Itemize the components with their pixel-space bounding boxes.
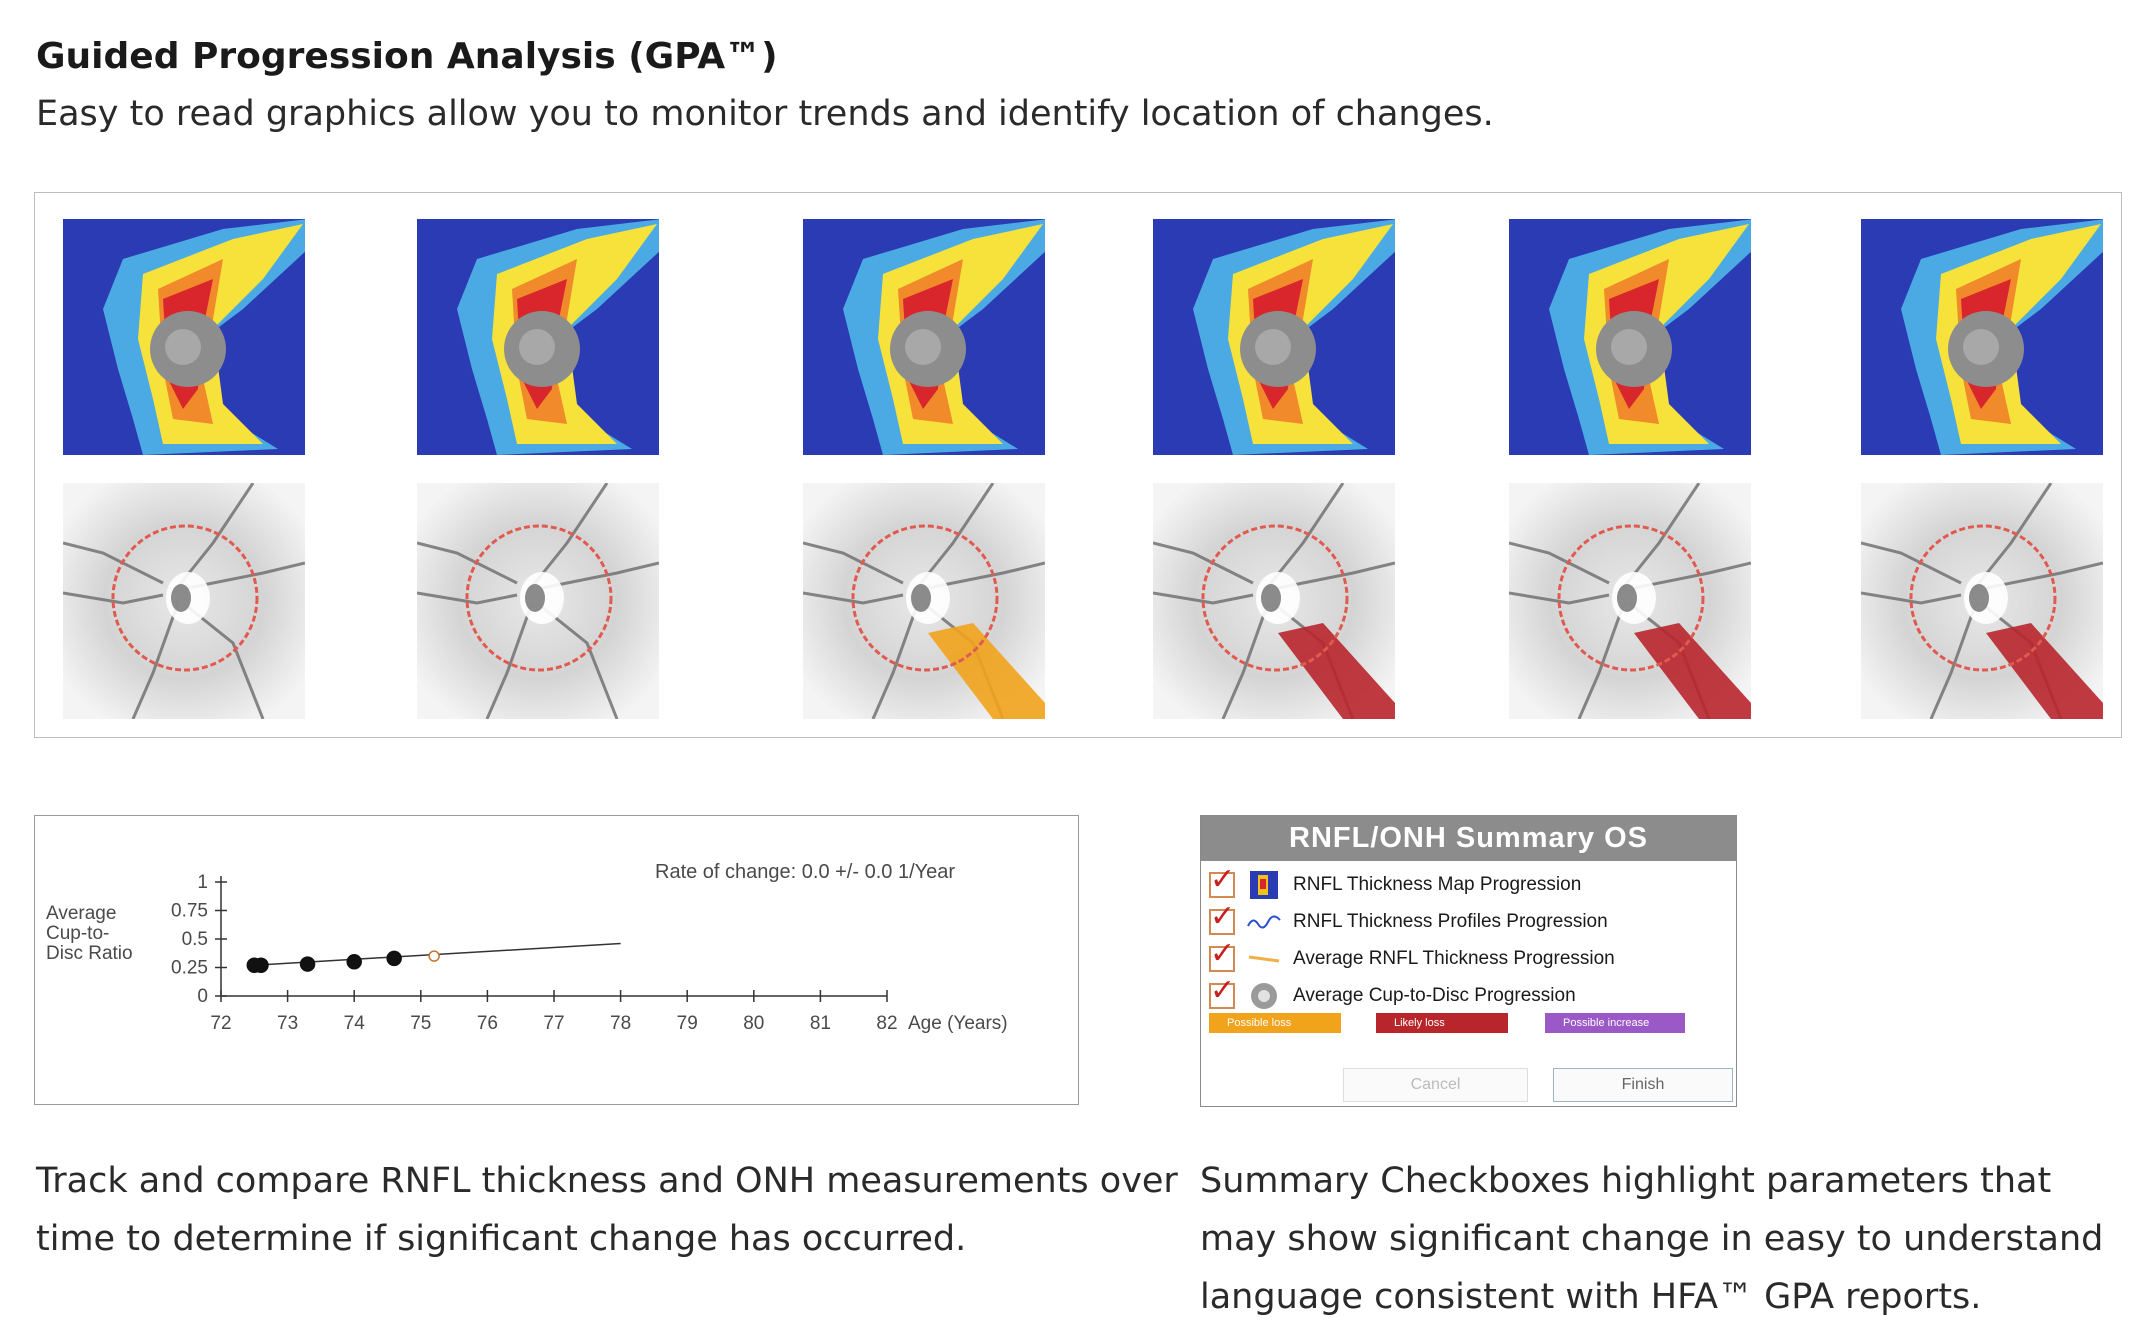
cancel-button[interactable]: Cancel <box>1343 1068 1528 1102</box>
summary-row-cup-to-disc: ✓ Average Cup-to-Disc Progression <box>1209 976 1576 1013</box>
chart-x-tick-label: 79 <box>677 1013 698 1034</box>
caption-left-line-2: time to determine if significant change … <box>36 1219 967 1259</box>
chart-point <box>253 957 269 973</box>
check-icon: ✓ <box>1210 936 1236 971</box>
cup-to-disc-trend-chart: Average Cup-to- Disc Ratio Rate of chang… <box>34 815 1079 1105</box>
chart-y-tick-label: 0.5 <box>182 929 208 950</box>
chart-ylabel-line-1: Average <box>46 903 116 924</box>
chart-xlabel: Age (Years) <box>908 1013 1008 1034</box>
fundus-image-3 <box>803 483 1045 719</box>
chart-svg: Average Cup-to- Disc Ratio Rate of chang… <box>46 861 1008 1034</box>
rnfl-thickness-map-2 <box>417 219 659 455</box>
summary-row-thickness-map: ✓ RNFL Thickness Map Progression <box>1209 865 1582 902</box>
checkbox-thickness-map[interactable]: ✓ <box>1209 865 1235 898</box>
caption-right-line-1: Summary Checkboxes highlight parameters … <box>1200 1161 2052 1201</box>
chart-x-tick-label: 72 <box>210 1013 231 1034</box>
fundus-image-1 <box>63 483 305 719</box>
chart-y-tick-label: 0.25 <box>171 958 208 979</box>
chart-point <box>299 956 316 972</box>
chart-x-tick-label: 73 <box>277 1013 298 1034</box>
checkbox-cup-to-disc[interactable]: ✓ <box>1209 976 1235 1009</box>
visit-image-gallery <box>34 192 2122 738</box>
caption-left: Track and compare RNFL thickness and ONH… <box>36 1152 1178 1268</box>
summary-label-cup-to-disc: Average Cup-to-Disc Progression <box>1293 985 1576 1006</box>
rnfl-thickness-map-5 <box>1509 219 1751 455</box>
check-icon: ✓ <box>1210 973 1236 1008</box>
summary-label-thickness-map: RNFL Thickness Map Progression <box>1293 874 1582 895</box>
fundus-image-4 <box>1153 483 1395 719</box>
summary-label-average-rnfl: Average RNFL Thickness Progression <box>1293 948 1615 969</box>
caption-left-line-1: Track and compare RNFL thickness and ONH… <box>36 1161 1178 1201</box>
chart-x-tick-label: 78 <box>610 1013 631 1034</box>
chart-x-tick-label: 75 <box>410 1013 431 1034</box>
checkbox-average-rnfl[interactable]: ✓ <box>1209 939 1235 972</box>
rnfl-thickness-map-1 <box>63 219 305 455</box>
disc-icon <box>1247 981 1281 1011</box>
chart-rate-annotation: Rate of change: 0.0 +/- 0.0 1/Year <box>655 861 955 883</box>
check-icon: ✓ <box>1210 899 1236 934</box>
trend-line-icon <box>1247 944 1281 974</box>
check-icon: ✓ <box>1210 862 1236 897</box>
thickness-map-icon <box>1247 870 1281 900</box>
rnfl-thickness-map-6 <box>1861 219 2103 455</box>
page-subheading: Easy to read graphics allow you to monit… <box>36 94 1494 134</box>
caption-right-line-3: language consistent with HFA™ GPA report… <box>1200 1277 1982 1317</box>
fundus-image-2 <box>417 483 659 719</box>
chart-point <box>346 954 362 970</box>
caption-right: Summary Checkboxes highlight parameters … <box>1200 1152 2103 1326</box>
page-heading: Guided Progression Analysis (GPA™) <box>36 36 778 77</box>
chart-ylabel-line-3: Disc Ratio <box>46 943 133 964</box>
chart-x-tick-label: 76 <box>477 1013 498 1034</box>
chart-y-tick-label: 0 <box>197 986 208 1007</box>
profile-wave-icon <box>1247 907 1281 937</box>
chart-x-tick-label: 82 <box>876 1013 897 1034</box>
legend-likely-loss: Likely loss <box>1376 1013 1508 1033</box>
summary-row-thickness-profiles: ✓ RNFL Thickness Profiles Progression <box>1209 902 1608 939</box>
legend-possible-loss: Possible loss <box>1209 1013 1341 1033</box>
rnfl-onh-summary-panel: RNFL/ONH Summary OS ✓ RNFL Thickness Map… <box>1200 815 1737 1107</box>
chart-point <box>386 950 402 967</box>
chart-x-tick-label: 74 <box>344 1013 366 1034</box>
chart-ylabel-line-2: Cup-to- <box>46 923 109 944</box>
legend-possible-increase: Possible increase <box>1545 1013 1685 1033</box>
chart-y-tick-label: 0.75 <box>171 901 208 922</box>
chart-x-tick-label: 81 <box>810 1013 831 1034</box>
caption-right-line-2: may show significant change in easy to u… <box>1200 1219 2104 1259</box>
chart-x-tick-label: 77 <box>543 1013 564 1034</box>
rnfl-thickness-map-3 <box>803 219 1045 455</box>
summary-label-thickness-profiles: RNFL Thickness Profiles Progression <box>1293 911 1608 932</box>
summary-title: RNFL/ONH Summary OS <box>1201 816 1736 861</box>
checkbox-thickness-profiles[interactable]: ✓ <box>1209 902 1235 935</box>
chart-y-tick-label: 1 <box>197 872 208 893</box>
fundus-image-6 <box>1861 483 2103 719</box>
rnfl-thickness-map-4 <box>1153 219 1395 455</box>
chart-point <box>428 950 440 962</box>
fundus-image-5 <box>1509 483 1751 719</box>
summary-row-average-rnfl: ✓ Average RNFL Thickness Progression <box>1209 939 1615 976</box>
chart-x-tick-label: 80 <box>743 1013 764 1034</box>
finish-button[interactable]: Finish <box>1553 1068 1733 1102</box>
